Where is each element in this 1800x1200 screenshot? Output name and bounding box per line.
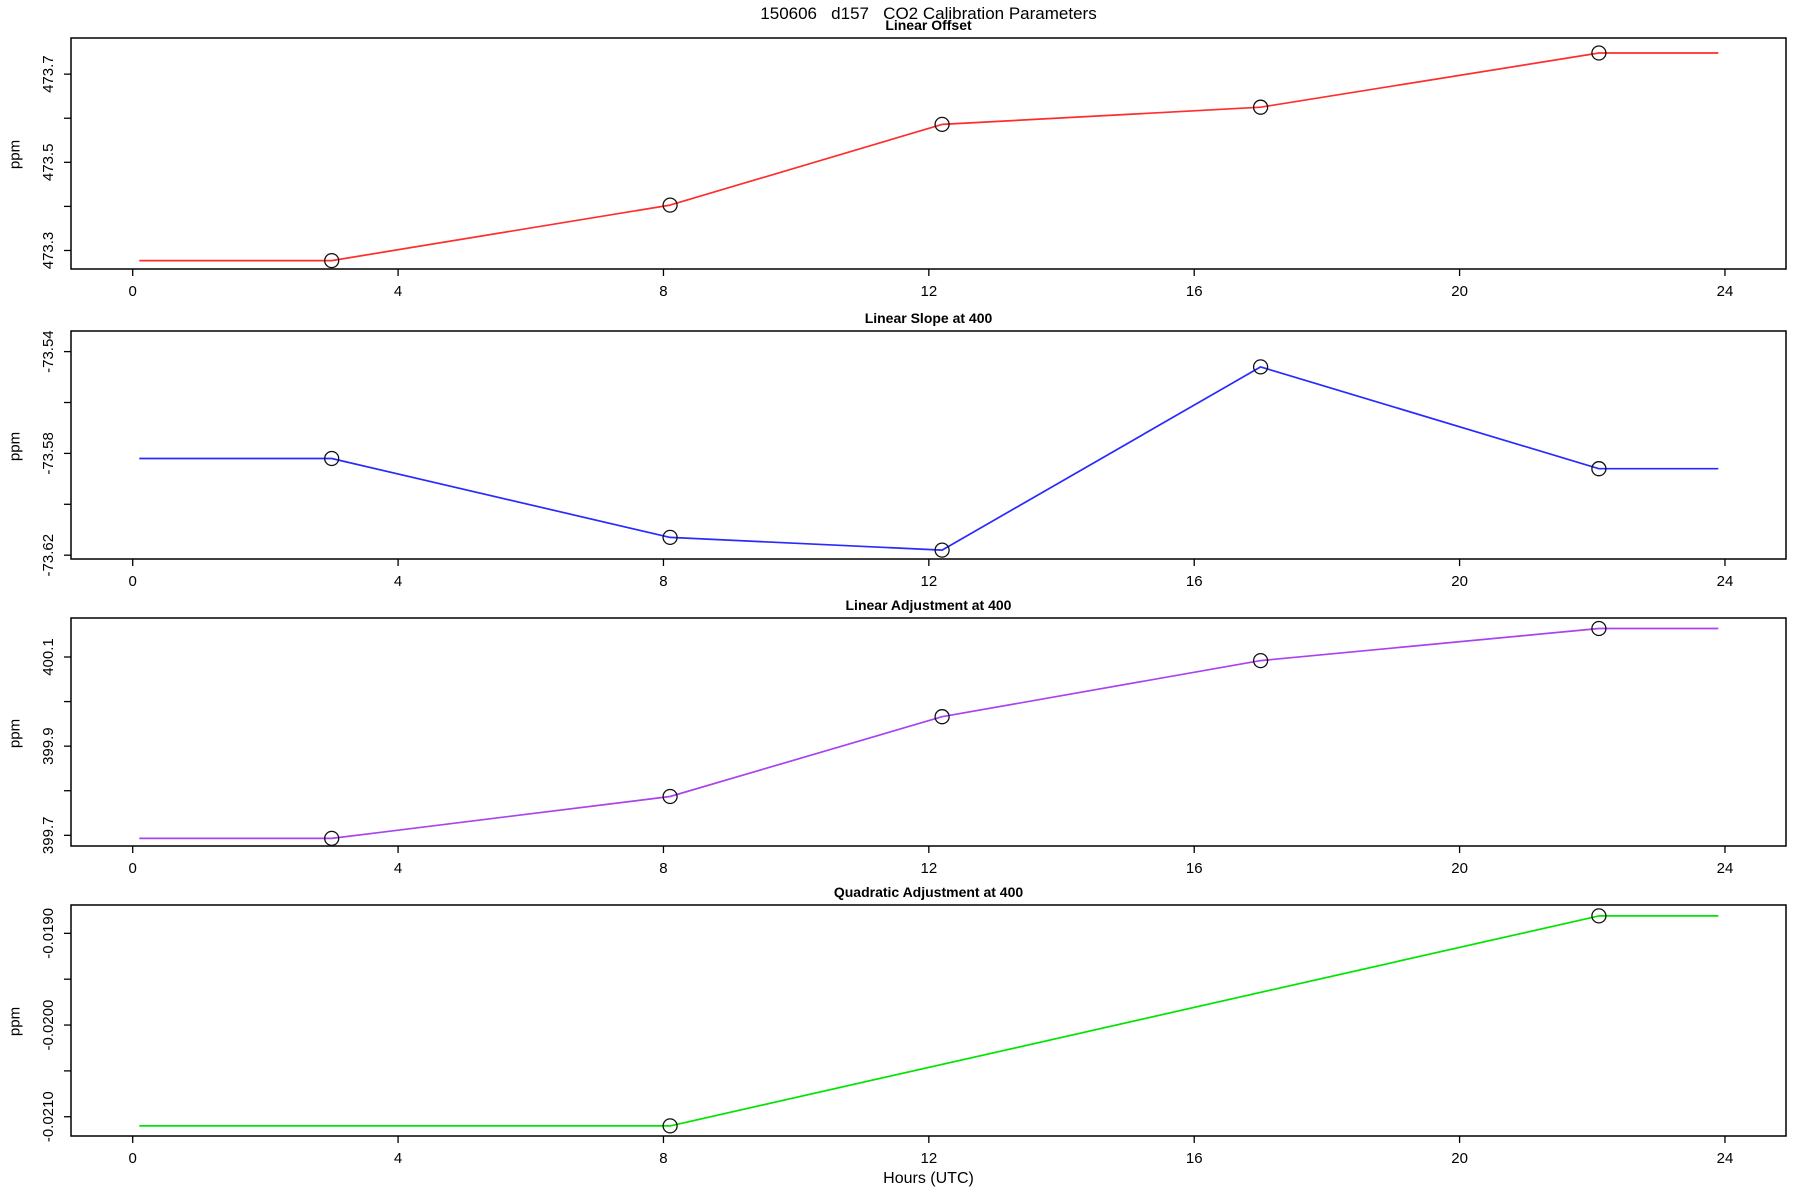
y-tick-label: -73.62 bbox=[40, 534, 57, 577]
panel-box bbox=[70, 617, 1787, 847]
x-tick-label: 8 bbox=[659, 283, 667, 300]
x-tick-label: 0 bbox=[129, 860, 137, 877]
panel-title-quadratic-adjustment: Quadratic Adjustment at 400 bbox=[833, 884, 1024, 900]
x-tick-label: 24 bbox=[1717, 283, 1734, 300]
y-tick-label: -0.0190 bbox=[40, 908, 57, 959]
data-point bbox=[1252, 99, 1269, 115]
data-point bbox=[324, 830, 340, 847]
y-tick-label: 473.3 bbox=[40, 232, 57, 270]
panel-title-linear-offset: Linear Offset bbox=[885, 17, 972, 33]
data-point bbox=[662, 529, 678, 546]
y-tick-label: -73.54 bbox=[40, 330, 57, 373]
x-tick-label: 20 bbox=[1451, 1150, 1468, 1167]
panel-box bbox=[70, 904, 1787, 1137]
x-tick-label: 20 bbox=[1451, 283, 1468, 300]
y-tick-label: -73.58 bbox=[40, 432, 57, 475]
x-tick-label: 8 bbox=[659, 1150, 667, 1167]
data-point bbox=[662, 788, 678, 805]
x-tick-label: 20 bbox=[1451, 860, 1468, 877]
data-point bbox=[662, 1118, 678, 1134]
data-line bbox=[139, 915, 1719, 1127]
data-line bbox=[139, 52, 1719, 262]
y-tick-label: 399.9 bbox=[40, 727, 57, 765]
x-tick-label: 12 bbox=[920, 573, 937, 590]
data-point bbox=[1591, 908, 1607, 924]
y-tick-label: -0.0210 bbox=[40, 1091, 57, 1142]
data-point bbox=[934, 116, 950, 133]
x-tick-label: 4 bbox=[394, 1150, 402, 1167]
data-point bbox=[934, 542, 950, 558]
x-tick-label: 24 bbox=[1717, 860, 1734, 877]
x-tick-label: 16 bbox=[1186, 1150, 1203, 1167]
y-tick-label: 473.7 bbox=[40, 55, 57, 93]
x-tick-label: 0 bbox=[129, 573, 137, 590]
x-tick-label: 0 bbox=[129, 1150, 137, 1167]
x-tick-label: 12 bbox=[920, 283, 937, 300]
x-tick-label: 24 bbox=[1717, 573, 1734, 590]
panel-title-linear-slope: Linear Slope at 400 bbox=[864, 310, 993, 326]
y-tick-label: 473.5 bbox=[40, 144, 57, 182]
x-tick-label: 16 bbox=[1186, 573, 1203, 590]
x-tick-label: 8 bbox=[659, 860, 667, 877]
panel-title-linear-adjustment: Linear Adjustment at 400 bbox=[845, 597, 1012, 613]
data-point bbox=[1591, 620, 1607, 637]
data-point bbox=[662, 197, 678, 213]
panel-box bbox=[70, 330, 1787, 560]
data-point bbox=[324, 252, 340, 269]
x-tick-label: 0 bbox=[129, 283, 137, 300]
data-point bbox=[324, 450, 340, 467]
data-line bbox=[139, 366, 1719, 551]
y-tick-label: 400.1 bbox=[40, 638, 57, 676]
data-point bbox=[1252, 359, 1269, 375]
x-tick-label: 4 bbox=[394, 283, 402, 300]
x-tick-label: 4 bbox=[394, 573, 402, 590]
x-tick-label: 12 bbox=[920, 1150, 937, 1167]
x-tick-label: 12 bbox=[920, 860, 937, 877]
x-tick-label: 8 bbox=[659, 573, 667, 590]
figure-title: 150606 d157 CO2 Calibration Parameters bbox=[760, 4, 1097, 23]
y-tick-label: -0.0200 bbox=[40, 1000, 57, 1051]
x-tick-label: 16 bbox=[1186, 860, 1203, 877]
y-tick-label: 399.7 bbox=[40, 817, 57, 855]
x-axis-label: Hours (UTC) bbox=[883, 1170, 974, 1187]
panel-box bbox=[70, 37, 1787, 270]
x-tick-label: 16 bbox=[1186, 283, 1203, 300]
data-point bbox=[1591, 461, 1607, 477]
x-tick-label: 20 bbox=[1451, 573, 1468, 590]
data-point bbox=[1252, 652, 1269, 669]
data-line bbox=[139, 627, 1719, 840]
data-point bbox=[1591, 45, 1607, 61]
x-tick-label: 24 bbox=[1717, 1150, 1734, 1167]
data-point bbox=[934, 709, 950, 725]
x-tick-label: 4 bbox=[394, 860, 402, 877]
